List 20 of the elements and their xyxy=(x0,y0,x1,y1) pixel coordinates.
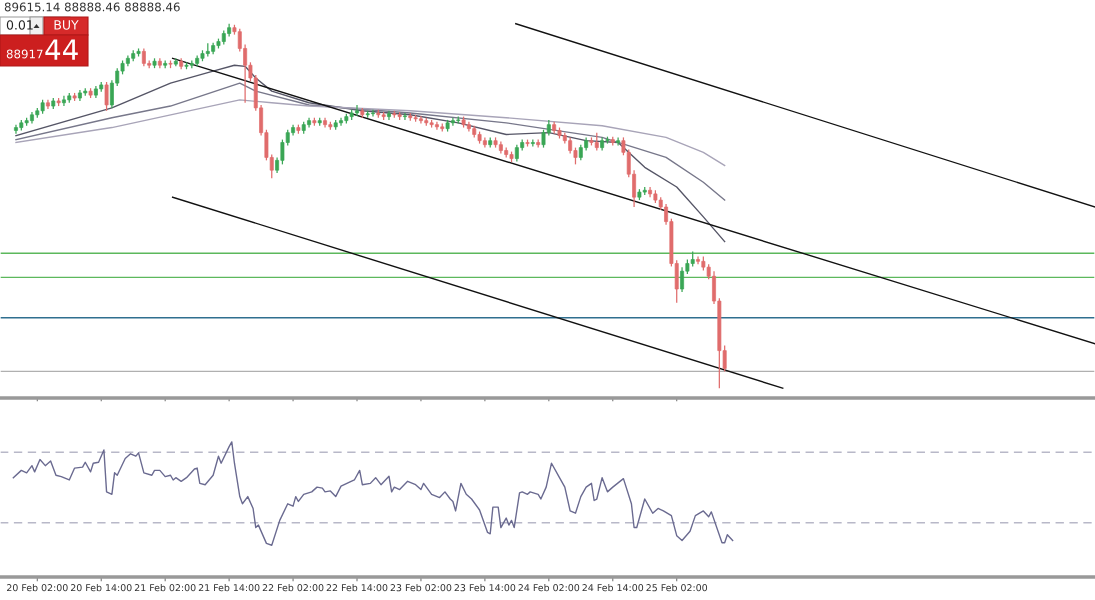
text: 89615.14 88888.46 88888.46 xyxy=(4,2,180,12)
annotation: BUY xyxy=(54,20,79,30)
x-tick-label: 24 Feb 14:00 xyxy=(582,583,644,592)
x-tick-label: 23 Feb 02:00 xyxy=(390,583,452,592)
x-tick-label: 22 Feb 14:00 xyxy=(326,583,388,592)
candlestick xyxy=(387,110,391,121)
x-tick-label: 21 Feb 14:00 xyxy=(198,583,260,592)
annotation: 0.01 xyxy=(6,20,33,30)
x-tick-label: 22 Feb 02:00 xyxy=(262,583,324,592)
candlestick xyxy=(104,81,109,112)
x-tick-label: 23 Feb 14:00 xyxy=(454,583,516,592)
x-tick-label: 24 Feb 02:00 xyxy=(518,583,580,592)
x-tick-label: 21 Feb 02:00 xyxy=(134,583,196,592)
x-tick-label: 20 Feb 14:00 xyxy=(70,583,132,592)
x-tick-label: 25 Feb 02:00 xyxy=(646,583,708,592)
x-tick-label: 20 Feb 02:00 xyxy=(7,583,68,592)
candlestick xyxy=(616,136,621,147)
candlestick xyxy=(403,112,407,121)
annotation: 88917 xyxy=(6,49,43,59)
annotation: 44 xyxy=(45,39,78,60)
